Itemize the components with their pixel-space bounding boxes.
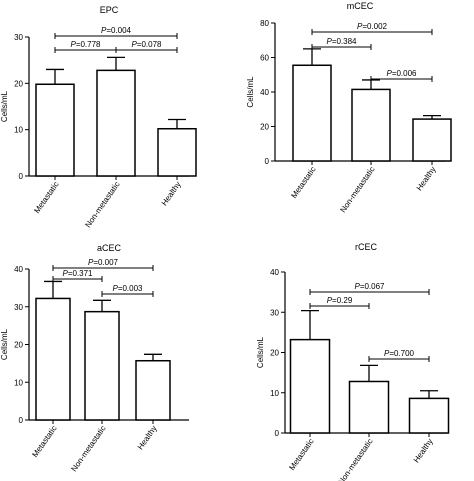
significance-label-bg — [382, 349, 416, 358]
y-axis-label: Cells/mL — [256, 336, 265, 368]
significance-label-bg — [99, 26, 133, 35]
bar-healthy — [157, 127, 197, 177]
significance-label: P=0.003 — [112, 284, 143, 293]
x-tick-label: Non-metastatic — [83, 180, 121, 229]
chart-title: aCEC — [97, 243, 122, 253]
bar-non-metastatic — [351, 88, 391, 162]
x-tick-label: Healthy — [160, 180, 183, 207]
x-tick-label: Non-metastatic — [336, 437, 374, 481]
significance-label: P=0.384 — [326, 37, 357, 46]
y-tick-label: 20 — [14, 341, 23, 350]
x-tick-label: Non-metastatic — [338, 165, 376, 214]
bar-non-metastatic — [84, 310, 120, 421]
x-tick-label: Healthy — [415, 165, 438, 192]
y-tick-label: 40 — [14, 265, 23, 274]
y-tick-label: 0 — [275, 429, 280, 438]
significance-label: P=0.29 — [327, 296, 353, 305]
significance-label-bg — [325, 37, 359, 46]
y-tick-label: 20 — [14, 79, 23, 88]
x-tick-label: Non-metastatic — [69, 424, 107, 473]
significance-label: P=0.778 — [70, 40, 101, 49]
y-axis-label: Cells/mL — [246, 76, 255, 108]
y-tick-label: 0 — [19, 416, 24, 425]
y-tick-label: 20 — [260, 123, 269, 132]
y-tick-label: 60 — [260, 54, 269, 63]
chart-panel-epc: EPC 0 10 20 30 Cells/mL Metastatic Non-metastat… — [0, 5, 197, 229]
chart-title: mCEC — [347, 1, 374, 11]
y-tick-label: 10 — [14, 378, 23, 387]
bar-healthy — [408, 397, 450, 434]
significance-label-bg — [355, 22, 389, 31]
chart-panel-mcec: mCEC 0 20 40 60 80 Cells/mL Metastatic Non-metas… — [246, 1, 452, 214]
significance-label: P=0.002 — [357, 22, 388, 31]
significance-label: P=0.067 — [354, 282, 385, 291]
chart-panel-acec: aCEC 0 10 20 30 40 Cells/mL Metastatic Non-metas… — [0, 243, 189, 473]
x-tick-label: Metastatic — [30, 424, 58, 459]
bar-non-metastatic — [348, 380, 390, 434]
x-tick-label: Metastatic — [287, 437, 315, 472]
y-tick-label: 40 — [260, 88, 269, 97]
bar-non-metastatic — [96, 69, 136, 177]
significance-label-bg — [86, 258, 120, 267]
significance-label: P=0.004 — [101, 26, 132, 35]
significance-label: P=0.371 — [62, 269, 93, 278]
significance-label-bg — [385, 69, 419, 78]
x-tick-label: Healthy — [412, 437, 435, 464]
y-tick-label: 0 — [19, 172, 24, 181]
chart-title: rCEC — [355, 242, 377, 252]
chart-title: EPC — [100, 5, 119, 15]
y-axis-label: Cells/mL — [0, 90, 9, 122]
significance-label: P=0.006 — [386, 69, 417, 78]
x-tick-label: Metastatic — [289, 165, 317, 200]
bar-metastatic — [35, 297, 71, 421]
significance-label: P=0.700 — [384, 349, 415, 358]
y-tick-label: 10 — [270, 389, 279, 398]
y-tick-label: 0 — [265, 157, 270, 166]
significance-label-bg — [130, 40, 164, 49]
y-tick-label: 20 — [270, 349, 279, 358]
significance-label-bg — [61, 269, 95, 278]
bar-metastatic — [289, 338, 331, 434]
y-tick-label: 80 — [260, 19, 269, 28]
y-tick-label: 30 — [14, 303, 23, 312]
y-tick-label: 10 — [14, 126, 23, 135]
y-tick-label: 40 — [270, 268, 279, 277]
bar-healthy — [412, 118, 452, 162]
significance-label-bg — [111, 284, 145, 293]
significance-label: P=0.007 — [88, 258, 119, 267]
y-axis-label: Cells/mL — [0, 328, 9, 360]
significance-label-bg — [353, 282, 387, 291]
y-tick-label: 30 — [14, 33, 23, 42]
bar-healthy — [135, 359, 171, 421]
x-tick-label: Metastatic — [32, 180, 60, 215]
significance-label-bg — [69, 40, 103, 49]
bar-metastatic — [292, 64, 332, 162]
significance-label-bg — [325, 296, 354, 305]
bar-metastatic — [35, 83, 75, 177]
chart-panel-rcec: rCEC 0 10 20 30 40 Cells/mL Metastatic Non-metas… — [256, 242, 450, 481]
x-tick-label: Healthy — [136, 424, 159, 451]
significance-label: P=0.078 — [131, 40, 162, 49]
y-tick-label: 30 — [270, 308, 279, 317]
